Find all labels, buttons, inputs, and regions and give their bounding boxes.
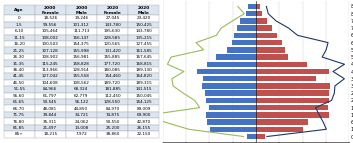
Bar <box>232 40 256 45</box>
Bar <box>256 54 288 60</box>
Bar <box>256 40 282 45</box>
Bar <box>207 119 256 125</box>
Bar <box>216 54 256 60</box>
Bar <box>256 25 272 31</box>
Bar <box>247 134 256 139</box>
Bar <box>207 62 256 67</box>
Bar <box>256 83 330 89</box>
Bar <box>256 62 307 67</box>
Bar <box>256 76 316 81</box>
Bar <box>238 25 256 31</box>
Bar <box>234 33 256 38</box>
Bar <box>209 105 256 110</box>
Bar <box>256 47 285 52</box>
Bar <box>205 112 256 118</box>
Bar <box>240 18 256 24</box>
Bar <box>203 76 256 81</box>
Bar <box>256 4 260 9</box>
Bar <box>256 119 308 125</box>
Bar <box>256 11 262 16</box>
Bar <box>256 69 329 74</box>
Bar <box>256 33 277 38</box>
Bar <box>256 105 328 110</box>
Bar <box>256 134 265 139</box>
Bar <box>256 91 329 96</box>
Bar <box>227 47 256 52</box>
Bar <box>256 98 329 103</box>
Bar <box>205 91 256 96</box>
Bar <box>256 112 329 118</box>
Bar <box>256 18 267 24</box>
Bar <box>247 4 256 9</box>
Bar <box>210 127 256 132</box>
Bar <box>256 127 303 132</box>
Bar <box>202 83 256 89</box>
Bar <box>246 11 256 16</box>
Bar <box>197 69 256 74</box>
Bar <box>206 98 256 103</box>
